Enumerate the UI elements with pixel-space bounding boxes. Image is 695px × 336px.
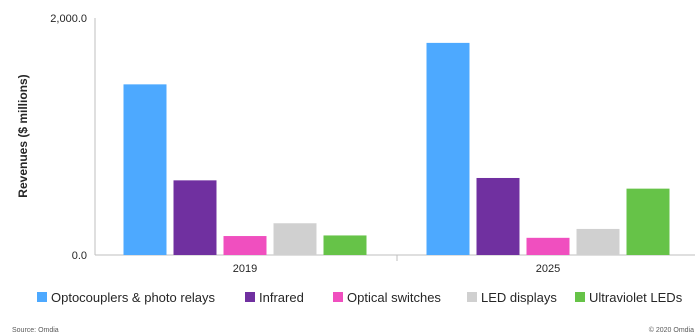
x-tick-label: 2019 [233, 263, 257, 275]
legend: Optocouplers & photo relays Infrared Optic… [37, 290, 683, 305]
copyright-note: © 2020 Omdia [649, 326, 694, 334]
legend-label: Optical switches [347, 290, 441, 305]
bar-0-3 [273, 223, 317, 255]
bar-1-3 [576, 228, 620, 255]
legend-swatch [467, 292, 477, 302]
bar-0-1 [173, 180, 217, 255]
legend-swatch [245, 292, 255, 302]
y-axis-ticks: 0.0 2,000.0 [50, 13, 87, 262]
y-tick-label: 2,000.0 [50, 13, 87, 25]
bar-0-2 [223, 236, 267, 255]
x-axis-labels: 2019 2025 [233, 263, 560, 275]
bars [123, 42, 670, 256]
bar-1-2 [526, 237, 570, 255]
legend-swatch [37, 292, 47, 302]
x-tick-label: 2025 [536, 263, 560, 275]
y-axis-title: Revenues ($ millions) [16, 74, 30, 197]
legend-label: LED displays [481, 290, 557, 305]
bar-1-4 [626, 188, 670, 255]
bar-1-0 [426, 42, 470, 256]
bar-0-0 [123, 84, 167, 255]
legend-label: Optocouplers & photo relays [51, 290, 216, 305]
y-tick-label: 0.0 [72, 250, 87, 262]
legend-label: Ultraviolet LEDs [589, 290, 683, 305]
bar-1-1 [476, 177, 520, 255]
source-note: Source: Omdia [12, 327, 59, 334]
legend-swatch [575, 292, 585, 302]
bar-0-4 [323, 235, 367, 255]
legend-label: Infrared [259, 290, 304, 305]
legend-swatch [333, 292, 343, 302]
